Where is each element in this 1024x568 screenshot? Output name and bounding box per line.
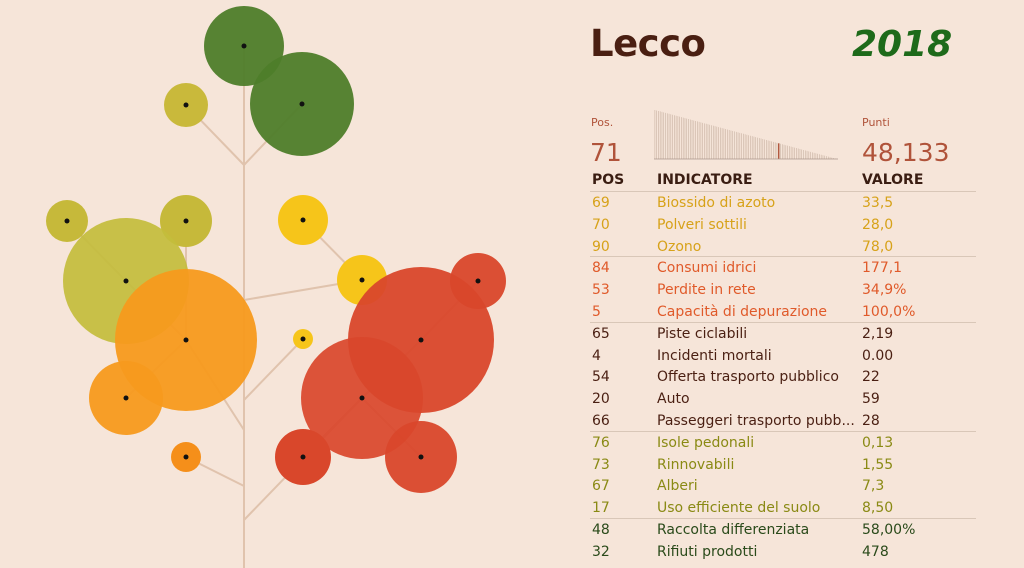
row-value: 7,3: [862, 478, 885, 495]
row-value: 8,50: [862, 500, 894, 517]
table-row: 4 Incidenti mortali 0.00: [590, 345, 976, 367]
row-indicator: Alberi: [657, 478, 698, 495]
row-value: 2,19: [862, 325, 894, 342]
row-pos: 20: [592, 391, 610, 408]
row-pos: 67: [592, 478, 610, 495]
row-value: 22: [862, 369, 880, 386]
table-row: 90 Ozono 78,0: [590, 236, 976, 258]
group-separator: [590, 430, 976, 432]
row-indicator: Incidenti mortali: [657, 347, 772, 364]
row-indicator: Offerta trasporto pubblico: [657, 369, 839, 386]
row-value: 28,0: [862, 216, 894, 233]
row-pos: 5: [592, 304, 601, 320]
row-value: 28: [862, 413, 880, 429]
group-separator: [590, 321, 976, 323]
row-indicator: Capacità di depurazione: [657, 304, 828, 320]
header-pos: POS: [592, 172, 625, 188]
row-value: 59: [862, 391, 880, 408]
row-indicator: Uso efficiente del suolo: [657, 500, 821, 517]
row-indicator: Passeggeri trasporto pubb...: [657, 413, 855, 429]
row-value: 0.00: [862, 347, 894, 364]
table-row: 84 Consumi idrici 177,1: [590, 257, 976, 279]
row-indicator: Ozono: [657, 238, 702, 255]
points-value: 48,133: [862, 138, 950, 167]
table-row: 65 Piste ciclabili 2,19: [590, 323, 976, 345]
table-row: 66 Passeggeri trasporto pubb... 28: [590, 410, 976, 432]
row-pos: 69: [592, 195, 610, 211]
bubble-centers: [64, 43, 481, 460]
row-indicator: Biossido di azoto: [657, 195, 776, 211]
row-pos: 48: [592, 522, 610, 538]
row-value: 1,55: [862, 456, 894, 473]
city-name: Lecco: [590, 22, 706, 65]
row-pos: 73: [592, 456, 610, 473]
table-row: 76 Isole pedonali 0,13: [590, 432, 976, 454]
row-pos: 70: [592, 216, 610, 233]
header-indicator: INDICATORE: [657, 172, 753, 188]
table-row: 70 Polveri sottili 28,0: [590, 214, 976, 236]
row-value: 58,00%: [862, 522, 916, 538]
group-separator: [590, 518, 976, 519]
row-value: 100,0%: [862, 304, 916, 320]
row-pos: 32: [592, 543, 610, 560]
table-row: 17 Uso efficiente del suolo 8,50: [590, 497, 976, 519]
year-label: 2018: [852, 24, 953, 65]
group-separator: [590, 191, 976, 192]
row-pos: 53: [592, 282, 610, 299]
row-value: 478: [862, 543, 889, 560]
row-pos: 90: [592, 238, 610, 255]
row-indicator: Isole pedonali: [657, 434, 755, 451]
row-indicator: Perdite in rete: [657, 282, 756, 299]
rank-bars: [654, 110, 838, 160]
pos-label: Pos.: [591, 116, 614, 129]
points-label: Punti: [862, 116, 890, 129]
row-pos: 54: [592, 369, 610, 386]
table-row: 32 Rifiuti prodotti 478: [590, 541, 976, 563]
row-value: 33,5: [862, 195, 894, 211]
table-row: 67 Alberi 7,3: [590, 475, 976, 497]
row-value: 0,13: [862, 434, 894, 451]
pos-value: 71: [590, 138, 622, 167]
row-value: 78,0: [862, 238, 894, 255]
row-pos: 65: [592, 325, 610, 342]
row-indicator: Rifiuti prodotti: [657, 543, 758, 560]
header-value: VALORE: [862, 172, 924, 188]
row-indicator: Piste ciclabili: [657, 325, 748, 342]
row-value: 177,1: [862, 260, 903, 277]
table-row: 73 Rinnovabili 1,55: [590, 454, 976, 476]
group-separator: [590, 256, 976, 258]
row-pos: 76: [592, 434, 610, 451]
row-indicator: Rinnovabili: [657, 456, 735, 473]
table-row: 69 Biossido di azoto 33,5: [590, 192, 976, 214]
row-pos: 66: [592, 413, 610, 429]
row-indicator: Polveri sottili: [657, 216, 747, 233]
table-row: 54 Offerta trasporto pubblico 22: [590, 366, 976, 388]
row-indicator: Raccolta differenziata: [657, 522, 810, 538]
row-value: 34,9%: [862, 282, 907, 299]
row-pos: 17: [592, 500, 610, 517]
row-pos: 84: [592, 260, 610, 277]
table-row: 48 Raccolta differenziata 58,00%: [590, 519, 976, 541]
table-row: 53 Perdite in rete 34,9%: [590, 279, 976, 301]
city-panel: Lecco 2018 Pos. 71 Punti 48,133 POS INDI…: [590, 0, 990, 568]
table-row: 5 Capacità di depurazione 100,0%: [590, 301, 976, 323]
row-indicator: Consumi idrici: [657, 260, 757, 277]
row-pos: 4: [592, 347, 601, 364]
table-row: 20 Auto 59: [590, 388, 976, 410]
bubble-tree-chart: [46, 6, 506, 568]
green-bubbles: [164, 6, 354, 156]
row-indicator: Auto: [657, 391, 690, 408]
